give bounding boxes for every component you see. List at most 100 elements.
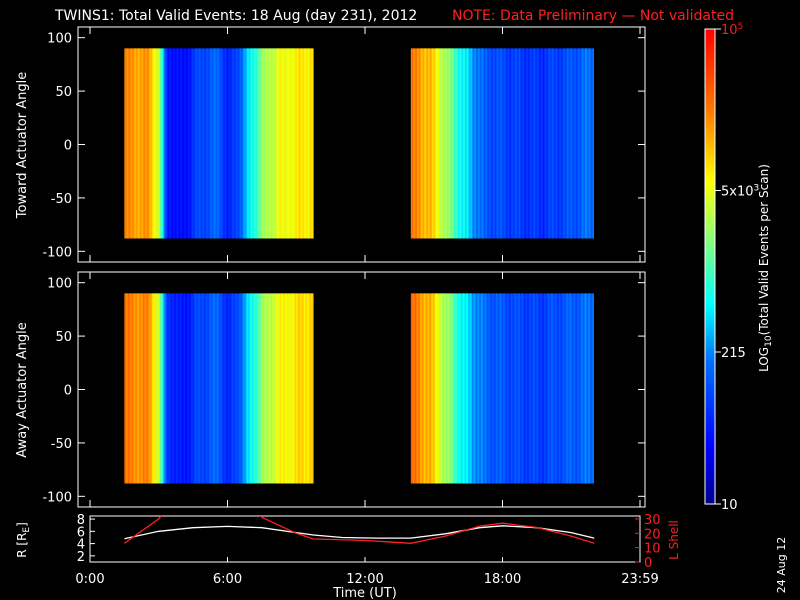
heatmap-column bbox=[198, 48, 200, 239]
heatmap-column bbox=[168, 48, 170, 239]
heatmap-column bbox=[224, 293, 226, 484]
heatmap-column bbox=[561, 293, 564, 484]
heatmap-column bbox=[183, 48, 185, 239]
heatmap-column bbox=[158, 48, 160, 239]
heatmap-column bbox=[567, 293, 570, 484]
heatmap-column bbox=[271, 48, 273, 239]
heatmap-column bbox=[157, 293, 159, 484]
heatmap-column bbox=[206, 48, 208, 239]
heatmap-column bbox=[182, 48, 184, 239]
heatmap-column bbox=[218, 48, 220, 239]
heatmap-column bbox=[434, 293, 437, 484]
heatmap-column bbox=[554, 293, 557, 484]
heatmap-column bbox=[256, 293, 258, 484]
heatmap-column bbox=[553, 293, 556, 484]
heatmap-column bbox=[467, 293, 470, 484]
heatmap-column bbox=[493, 48, 496, 239]
heatmap-column bbox=[489, 293, 492, 484]
heatmap-column bbox=[206, 293, 208, 484]
heatmap-column bbox=[555, 48, 558, 239]
heatmap-column bbox=[562, 293, 565, 484]
time-tick-label: 0:00 bbox=[75, 572, 104, 587]
heatmap-column bbox=[282, 293, 284, 484]
heatmap-column bbox=[471, 48, 474, 239]
heatmap-column bbox=[419, 293, 422, 484]
heatmap-column bbox=[276, 48, 278, 239]
heatmap-column bbox=[129, 293, 131, 484]
heatmap-column bbox=[211, 48, 213, 239]
heatmap-column bbox=[421, 293, 424, 484]
heatmap-column bbox=[488, 293, 491, 484]
heatmap-column bbox=[189, 293, 191, 484]
heatmap-column bbox=[220, 48, 222, 239]
heatmap-column bbox=[423, 293, 426, 484]
heatmap-column bbox=[494, 48, 497, 239]
heatmap-column bbox=[154, 48, 156, 239]
heatmap-column bbox=[459, 48, 462, 239]
heatmap-column bbox=[247, 48, 249, 239]
heatmap-column bbox=[464, 293, 467, 484]
heatmap-column bbox=[225, 48, 227, 239]
heatmap-column bbox=[304, 293, 306, 484]
heatmap-column bbox=[283, 48, 285, 239]
heatmap-column bbox=[545, 293, 548, 484]
heatmap-column bbox=[460, 48, 463, 239]
heatmap-column bbox=[497, 48, 500, 239]
heatmap-column bbox=[251, 48, 253, 239]
heatmap-column bbox=[559, 293, 562, 484]
heatmap-column bbox=[264, 48, 266, 239]
heatmap-column bbox=[569, 293, 572, 484]
heatmap-column bbox=[583, 293, 586, 484]
heatmap-column bbox=[523, 293, 526, 484]
heatmap-column bbox=[134, 293, 136, 484]
heatmap-column bbox=[272, 48, 274, 239]
heatmap-column bbox=[418, 48, 421, 239]
heatmap-column bbox=[149, 293, 151, 484]
heatmap-column bbox=[135, 293, 137, 484]
heatmap-column bbox=[205, 48, 207, 239]
heatmap-column bbox=[261, 48, 263, 239]
heatmap-column bbox=[586, 48, 589, 239]
heatmap-column bbox=[465, 293, 468, 484]
heatmap-column bbox=[490, 293, 493, 484]
heatmap-column bbox=[569, 48, 572, 239]
heatmap-column bbox=[485, 48, 488, 239]
heatmap-column bbox=[226, 48, 228, 239]
heatmap-column bbox=[588, 293, 591, 484]
heatmap-column bbox=[470, 293, 473, 484]
heatmap-column bbox=[555, 293, 558, 484]
heatmap-column bbox=[248, 48, 250, 239]
heatmap-column bbox=[433, 48, 436, 239]
heatmap-column bbox=[295, 48, 297, 239]
heatmap-column bbox=[438, 293, 441, 484]
heatmap-column bbox=[453, 293, 456, 484]
heatmap-column bbox=[126, 293, 128, 484]
heatmap-column bbox=[263, 293, 265, 484]
heatmap-column bbox=[266, 48, 268, 239]
heatmap-column bbox=[413, 293, 416, 484]
heatmap-column bbox=[229, 48, 231, 239]
heatmap-column bbox=[190, 48, 192, 239]
heatmap-column bbox=[581, 48, 584, 239]
heatmap-column bbox=[427, 293, 430, 484]
heatmap-column bbox=[218, 293, 220, 484]
heatmap-column bbox=[414, 293, 417, 484]
heatmap-column bbox=[309, 48, 311, 239]
heatmap-column bbox=[473, 48, 476, 239]
heatmap-column bbox=[289, 293, 291, 484]
heatmap-column bbox=[275, 48, 277, 239]
heatmap-column bbox=[203, 48, 205, 239]
heatmap-column bbox=[556, 293, 559, 484]
heatmap-column bbox=[146, 48, 148, 239]
radius-tick-label: 6 bbox=[77, 525, 85, 540]
heatmap-column bbox=[461, 293, 464, 484]
heatmap-column bbox=[204, 48, 206, 239]
heatmap-column bbox=[176, 48, 178, 239]
heatmap-column bbox=[537, 293, 540, 484]
heatmap-column bbox=[165, 48, 167, 239]
y-tick-label: -50 bbox=[51, 192, 72, 207]
heatmap-column bbox=[277, 293, 279, 484]
time-tick-label: 12:00 bbox=[346, 572, 383, 587]
heatmap-column bbox=[304, 48, 306, 239]
heatmap-column bbox=[178, 293, 180, 484]
